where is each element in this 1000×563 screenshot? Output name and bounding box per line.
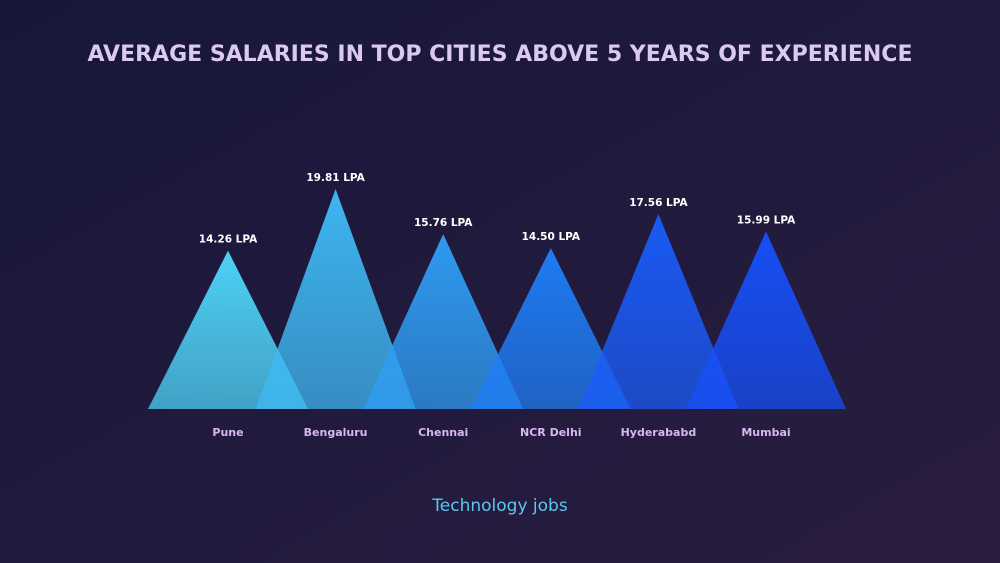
triangle-bar xyxy=(686,231,846,409)
x-tick-label: NCR Delhi xyxy=(520,426,582,439)
value-label: 14.26 LPA xyxy=(199,234,258,246)
value-label: 14.50 LPA xyxy=(522,231,581,243)
x-tick-label: Bengaluru xyxy=(304,426,368,439)
x-tick-label: Hyderababd xyxy=(621,426,697,439)
x-tick-label: Mumbai xyxy=(741,426,790,439)
x-tick-label: Pune xyxy=(212,426,243,439)
value-label: 15.99 LPA xyxy=(737,214,796,226)
triangle-bar xyxy=(470,247,631,409)
triangle-bar xyxy=(148,250,308,409)
triangle-bar xyxy=(578,213,739,409)
value-label: 19.81 LPA xyxy=(306,172,365,184)
x-tick-label: Chennai xyxy=(418,426,468,439)
chart-title: AVERAGE SALARIES IN TOP CITIES ABOVE 5 Y… xyxy=(88,42,913,67)
value-label: 15.76 LPA xyxy=(414,217,473,229)
chart-subtitle: Technology jobs xyxy=(431,496,568,516)
value-label: 17.56 LPA xyxy=(629,197,688,209)
triangle-bar xyxy=(363,233,524,409)
triangle-bar xyxy=(255,189,416,409)
